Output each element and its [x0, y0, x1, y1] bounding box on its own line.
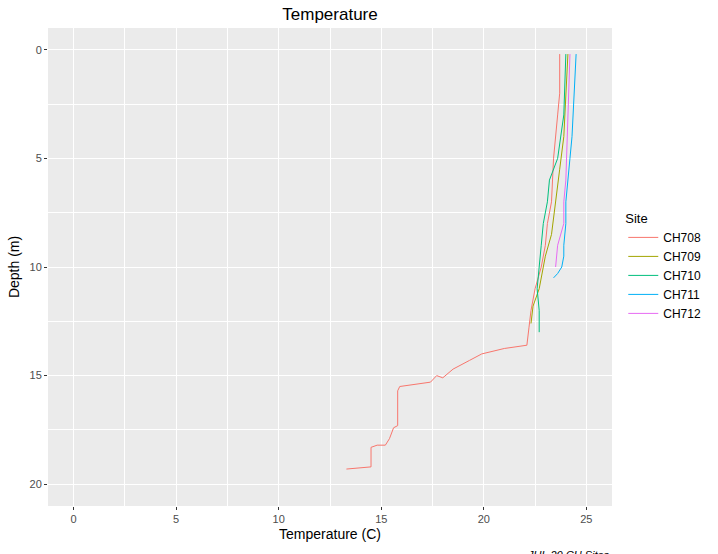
svg-text:15: 15 [375, 513, 387, 525]
svg-text:Depth (m): Depth (m) [6, 236, 22, 298]
svg-text:5: 5 [173, 513, 179, 525]
svg-text:Site: Site [625, 211, 647, 226]
svg-text:20: 20 [478, 513, 490, 525]
svg-text:0: 0 [71, 513, 77, 525]
svg-text:0: 0 [36, 44, 42, 56]
svg-text:CH712: CH712 [663, 307, 701, 321]
svg-text:CH708: CH708 [663, 231, 701, 245]
svg-text:10: 10 [30, 261, 42, 273]
svg-text:CH711: CH711 [663, 288, 700, 302]
svg-text:CH710: CH710 [663, 269, 701, 283]
svg-text:15: 15 [30, 369, 42, 381]
svg-text:Temperature: Temperature [282, 5, 377, 24]
svg-text:25: 25 [580, 513, 592, 525]
svg-text:CH709: CH709 [663, 250, 701, 264]
svg-text:Temperature (C): Temperature (C) [279, 526, 381, 542]
svg-text:10: 10 [273, 513, 285, 525]
svg-text:5: 5 [36, 152, 42, 164]
svg-text:JUL 20 CH Sites: JUL 20 CH Sites [527, 549, 610, 554]
svg-text:20: 20 [30, 478, 42, 490]
